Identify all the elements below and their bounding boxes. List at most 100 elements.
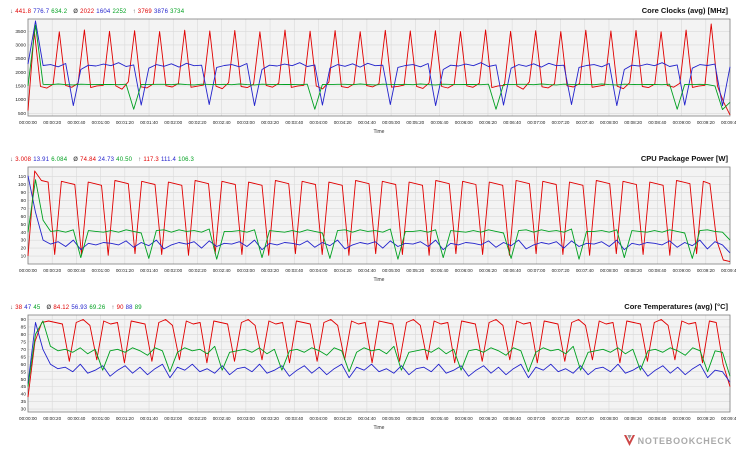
- svg-text:00:05:40: 00:05:40: [431, 268, 449, 273]
- svg-text:00:00:20: 00:00:20: [43, 416, 61, 421]
- svg-text:00:01:40: 00:01:40: [140, 416, 158, 421]
- chart-stats-min-avg-max: ↓ 38 47 45 Ø 84.12 56.93 69.26 ↑ 90 88 89: [10, 305, 142, 311]
- svg-text:110: 110: [18, 174, 26, 180]
- svg-text:Time: Time: [374, 129, 385, 135]
- svg-text:30: 30: [21, 238, 27, 244]
- svg-text:00:06:00: 00:06:00: [455, 268, 473, 273]
- svg-text:00:02:00: 00:02:00: [164, 268, 182, 273]
- svg-text:2000: 2000: [15, 70, 26, 76]
- svg-text:00:03:00: 00:03:00: [237, 120, 255, 125]
- core-temperatures-panel: ↓ 38 47 45 Ø 84.12 56.93 69.26 ↑ 90 88 89 Core Temp…: [0, 298, 738, 446]
- svg-text:75: 75: [21, 339, 27, 345]
- svg-text:10: 10: [21, 254, 27, 260]
- svg-text:00:08:40: 00:08:40: [648, 120, 666, 125]
- svg-text:00:02:20: 00:02:20: [189, 268, 207, 273]
- svg-text:00:06:40: 00:06:40: [503, 416, 521, 421]
- svg-text:60: 60: [21, 214, 27, 220]
- svg-text:70: 70: [21, 347, 27, 353]
- chart-title: Core Clocks (avg) [MHz]: [641, 6, 728, 15]
- svg-text:Time: Time: [374, 425, 385, 431]
- svg-text:30: 30: [21, 407, 27, 413]
- svg-text:00:05:40: 00:05:40: [431, 416, 449, 421]
- svg-text:00:09:40: 00:09:40: [721, 416, 736, 421]
- svg-text:00:04:20: 00:04:20: [334, 120, 352, 125]
- svg-text:00:09:20: 00:09:20: [697, 268, 715, 273]
- svg-text:00:05:00: 00:05:00: [382, 416, 400, 421]
- svg-text:2500: 2500: [15, 56, 26, 62]
- watermark: NOTEBOOKCHECK: [623, 435, 732, 446]
- svg-text:00:07:20: 00:07:20: [552, 416, 570, 421]
- svg-text:00:03:20: 00:03:20: [261, 120, 279, 125]
- svg-text:00:09:00: 00:09:00: [673, 416, 691, 421]
- svg-text:00:00:00: 00:00:00: [19, 268, 37, 273]
- svg-text:00:07:00: 00:07:00: [527, 120, 545, 125]
- svg-text:00:02:40: 00:02:40: [213, 120, 231, 125]
- panel-header: ↓ 3.008 13.91 6.084 Ø 74.84 24.73 40.50 ↑ 117.3 11…: [0, 150, 738, 163]
- panel-header: ↓ 38 47 45 Ø 84.12 56.93 69.26 ↑ 90 88 89 Core Temp…: [0, 298, 738, 311]
- svg-text:00:04:40: 00:04:40: [358, 416, 376, 421]
- svg-text:00:01:00: 00:01:00: [92, 120, 110, 125]
- svg-text:00:03:20: 00:03:20: [261, 268, 279, 273]
- chart-title: Core Temperatures (avg) [°C]: [624, 302, 728, 311]
- svg-text:00:01:40: 00:01:40: [140, 120, 158, 125]
- svg-text:00:04:00: 00:04:00: [310, 268, 328, 273]
- svg-text:00:05:20: 00:05:20: [406, 416, 424, 421]
- svg-text:00:04:40: 00:04:40: [358, 268, 376, 273]
- svg-text:00:09:00: 00:09:00: [673, 268, 691, 273]
- watermark-text: NOTEBOOKCHECK: [637, 435, 732, 446]
- svg-text:00:00:20: 00:00:20: [43, 268, 61, 273]
- svg-text:00:06:40: 00:06:40: [503, 268, 521, 273]
- svg-text:00:06:20: 00:06:20: [479, 416, 497, 421]
- svg-text:00:00:00: 00:00:00: [19, 120, 37, 125]
- svg-text:00:00:00: 00:00:00: [19, 416, 37, 421]
- core-clocks-chart: 00:00:00 00:00:20 00:00:40 00:01:00 00:01:20…: [15, 18, 736, 135]
- core-temperatures-chart: 00:00:00 00:00:20 00:00:40 00:01:00 00:01:20…: [19, 314, 736, 431]
- svg-text:55: 55: [21, 369, 27, 375]
- svg-text:500: 500: [18, 111, 26, 117]
- svg-text:00:08:20: 00:08:20: [624, 120, 642, 125]
- svg-text:00:09:00: 00:09:00: [673, 120, 691, 125]
- svg-text:00:00:40: 00:00:40: [67, 416, 85, 421]
- svg-text:00:08:20: 00:08:20: [624, 268, 642, 273]
- svg-text:00:03:00: 00:03:00: [237, 268, 255, 273]
- svg-text:00:00:40: 00:00:40: [67, 268, 85, 273]
- svg-text:00:03:40: 00:03:40: [285, 416, 303, 421]
- svg-text:00:09:20: 00:09:20: [697, 416, 715, 421]
- svg-text:00:09:40: 00:09:40: [721, 268, 736, 273]
- svg-text:00:03:40: 00:03:40: [285, 120, 303, 125]
- panel-header: ↓ 441.8 776.7 634.2 Ø 2022 1604 2252 ↑ 3769 3876 37…: [0, 2, 738, 15]
- svg-text:60: 60: [21, 362, 27, 368]
- svg-text:65: 65: [21, 354, 27, 360]
- svg-text:00:01:20: 00:01:20: [116, 120, 134, 125]
- svg-text:00:05:20: 00:05:20: [406, 268, 424, 273]
- svg-text:00:02:20: 00:02:20: [189, 416, 207, 421]
- svg-text:40: 40: [21, 392, 27, 398]
- svg-text:00:01:00: 00:01:00: [92, 416, 110, 421]
- svg-text:00:00:20: 00:00:20: [43, 120, 61, 125]
- svg-text:00:07:20: 00:07:20: [552, 120, 570, 125]
- svg-text:00:05:20: 00:05:20: [406, 120, 424, 125]
- svg-text:00:02:00: 00:02:00: [164, 120, 182, 125]
- svg-text:00:08:00: 00:08:00: [600, 120, 618, 125]
- svg-text:80: 80: [21, 332, 27, 338]
- svg-text:00:02:20: 00:02:20: [189, 120, 207, 125]
- svg-text:50: 50: [21, 377, 27, 383]
- svg-text:00:01:00: 00:01:00: [92, 268, 110, 273]
- svg-text:40: 40: [21, 230, 27, 236]
- svg-text:00:07:40: 00:07:40: [576, 416, 594, 421]
- svg-text:90: 90: [21, 190, 27, 196]
- svg-text:00:09:40: 00:09:40: [721, 120, 736, 125]
- svg-text:00:00:40: 00:00:40: [67, 120, 85, 125]
- svg-text:00:02:00: 00:02:00: [164, 416, 182, 421]
- svg-text:3000: 3000: [15, 43, 26, 49]
- svg-text:50: 50: [21, 222, 27, 228]
- notebookcheck-logo-icon: [623, 435, 635, 446]
- svg-text:100: 100: [18, 182, 26, 188]
- svg-text:45: 45: [21, 384, 27, 390]
- svg-text:00:07:20: 00:07:20: [552, 268, 570, 273]
- svg-text:35: 35: [21, 399, 27, 405]
- svg-text:00:08:20: 00:08:20: [624, 416, 642, 421]
- svg-text:00:04:20: 00:04:20: [334, 268, 352, 273]
- core-clocks-panel: ↓ 441.8 776.7 634.2 Ø 2022 1604 2252 ↑ 3769 3876 37…: [0, 2, 738, 150]
